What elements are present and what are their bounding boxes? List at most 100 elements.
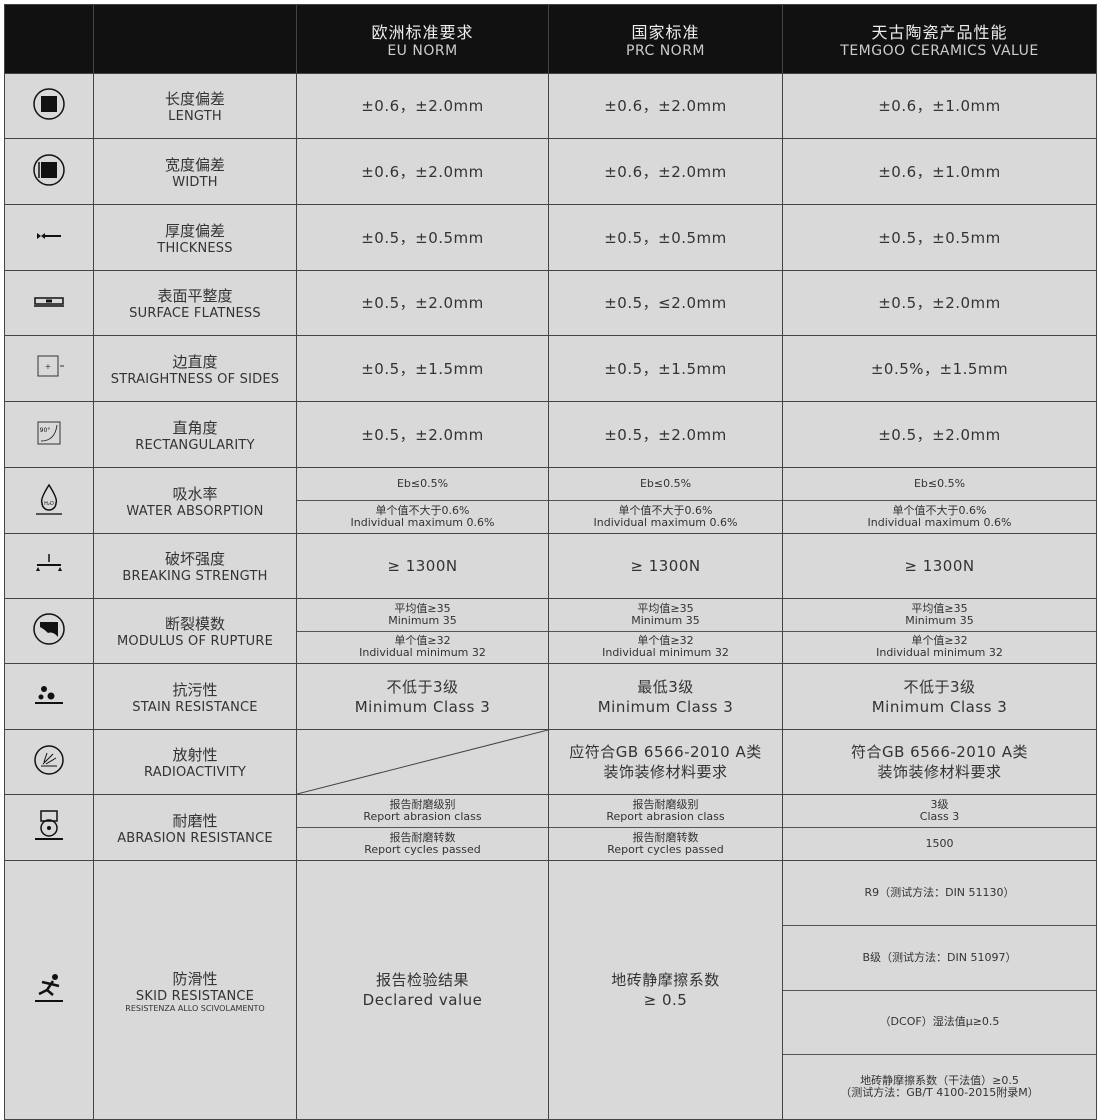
value-text: ±0.5，±1.5mm: [361, 359, 484, 378]
property-name-cell: 表面平整度 SURFACE FLATNESS: [93, 270, 297, 336]
row-icon-cell: [4, 794, 94, 861]
property-name-zh: 表面平整度: [157, 287, 233, 305]
temgoo-value-cell: ±0.6，±1.0mm: [782, 73, 1097, 139]
value-text: ±0.5%，±1.5mm: [870, 359, 1009, 378]
property-name-en: ABRASION RESISTANCE: [117, 830, 273, 846]
prc-value-cell: 地砖静摩擦系数 ≥ 0.5: [548, 860, 783, 1120]
property-name-cell: 宽度偏差 WIDTH: [93, 138, 297, 205]
prc-value-cell: ±0.5，±2.0mm: [548, 401, 783, 468]
temgoo-value-cell: ≥ 1300N: [782, 533, 1097, 599]
value-subcell: Eb≤0.5%: [783, 468, 1096, 500]
property-name-cell: 断裂模数 MODULUS OF RUPTURE: [93, 598, 297, 664]
value-subcell: ±0.6，±2.0mm: [549, 139, 782, 204]
value-text: Individual minimum 32: [602, 646, 729, 660]
value-text: Individual maximum 0.6%: [867, 516, 1012, 529]
table-row: 90° 直角度 RECTANGULARITY ±0.5，±2.0mm ±0.5，±2.0…: [4, 401, 1097, 468]
value-group: ±0.5，±2.0mm: [297, 402, 548, 467]
value-text: （DCOF）湿法值μ≥0.5: [879, 1015, 1000, 1029]
eu-value-cell: 不低于3级 Minimum Class 3: [296, 663, 549, 730]
value-text: ±0.5，±1.5mm: [604, 359, 727, 378]
svg-text:H₂O: H₂O: [44, 501, 54, 507]
header-temgoo-value: 天古陶瓷产品性能 TEMGOO CERAMICS VALUE: [782, 4, 1097, 74]
temgoo-value-cell: ±0.5，±2.0mm: [782, 401, 1097, 468]
property-name-zh: 直角度: [172, 418, 218, 437]
value-group: ≥ 1300N: [783, 534, 1096, 598]
value-group: 地砖静摩擦系数 ≥ 0.5: [549, 861, 782, 1119]
value-text: 不低于3级: [386, 677, 459, 696]
stain-icon: [29, 685, 69, 719]
value-subcell: ±0.6，±2.0mm: [297, 74, 548, 138]
value-group: 不低于3级 Minimum Class 3: [783, 664, 1096, 729]
ceramic-spec-table: 欧洲标准要求 EU NORM 国家标准 PRC NORM 天古陶瓷产品性能 TEMGO…: [4, 4, 1097, 1120]
value-group: 报告耐磨级别 Report abrasion class 报告耐磨转数 Report …: [549, 795, 782, 860]
value-group: ±0.5，±1.5mm: [297, 336, 548, 401]
value-text: 1500: [925, 837, 954, 850]
value-group: 平均值≥35 Minimum 35 单个值≥32 Individual minimum…: [297, 599, 548, 663]
value-text: ±0.6，±1.0mm: [878, 97, 1001, 115]
temgoo-value-cell: 符合GB 6566-2010 A类 装饰装修材料要求: [782, 729, 1097, 795]
value-group: ±0.5，±2.0mm: [549, 402, 782, 467]
value-subcell: 平均值≥35 Minimum 35: [783, 599, 1096, 631]
property-name-en: WIDTH: [172, 174, 218, 190]
table-row: H₂O 吸水率 WATER ABSORPTION Eb≤0.5% 单个值不大于0.6% I…: [4, 467, 1097, 534]
value-text: Minimum Class 3: [871, 697, 1008, 716]
eu-value-cell: Eb≤0.5% 单个值不大于0.6% Individual maximum 0.6%: [296, 467, 549, 534]
value-group: ±0.6，±2.0mm: [549, 74, 782, 138]
value-subcell: ±0.5，±0.5mm: [549, 205, 782, 270]
row-icon-cell: [4, 270, 94, 336]
value-subcell: 单个值不大于0.6% Individual maximum 0.6%: [549, 500, 782, 533]
value-group: Eb≤0.5% 单个值不大于0.6% Individual maximum 0.6%: [783, 468, 1096, 533]
value-text: ±0.5，±0.5mm: [604, 228, 727, 247]
property-name-en: STAIN RESISTANCE: [132, 699, 258, 715]
property-name-cell: 破坏强度 BREAKING STRENGTH: [93, 533, 297, 599]
svg-text:90°: 90°: [40, 427, 51, 434]
value-subcell: R9（测试方法：DIN 51130）: [783, 861, 1096, 925]
value-text: Eb≤0.5%: [913, 477, 966, 490]
eu-value-cell: 平均值≥35 Minimum 35 单个值≥32 Individual minimum…: [296, 598, 549, 664]
value-text: 平均值≥35: [394, 601, 451, 615]
temgoo-value-cell: 平均值≥35 Minimum 35 单个值≥32 Individual minimum…: [782, 598, 1097, 664]
value-text: （测试方法：GB/T 4100-2015附录M）: [840, 1086, 1039, 1100]
value-subcell: 单个值≥32 Individual minimum 32: [783, 630, 1096, 664]
property-name-zh: 长度偏差: [164, 90, 225, 108]
value-subcell: ±0.5，≤2.0mm: [549, 271, 782, 335]
row-icon-cell: [4, 729, 94, 795]
value-group: ±0.5，≤2.0mm: [549, 271, 782, 335]
value-group: 报告检验结果 Declared value: [297, 861, 548, 1119]
value-subcell: 不低于3级 Minimum Class 3: [297, 664, 548, 729]
prc-value-cell: 应符合GB 6566-2010 A类 装饰装修材料要求: [548, 729, 783, 795]
property-name-en: STRAIGHTNESS OF SIDES: [110, 371, 280, 387]
prc-value-cell: Eb≤0.5% 单个值不大于0.6% Individual maximum 0.6%: [548, 467, 783, 534]
value-text: Class 3: [919, 810, 960, 823]
level-icon: [29, 297, 69, 325]
value-text: Minimum 35: [905, 613, 974, 627]
value-subcell: ±0.5，±2.0mm: [297, 402, 548, 467]
value-text: R9（测试方法：DIN 51130）: [864, 885, 1015, 899]
row-icon-cell: [4, 860, 94, 1120]
thickness-icon: [29, 232, 69, 260]
value-text: ±0.5，±2.0mm: [361, 294, 484, 312]
eu-value-cell: ±0.5，±2.0mm: [296, 401, 549, 468]
property-name-en: LENGTH: [168, 109, 222, 124]
value-subcell: 3级 Class 3: [783, 795, 1096, 827]
prc-value-cell: ±0.6，±2.0mm: [548, 73, 783, 139]
temgoo-value-cell: Eb≤0.5% 单个值不大于0.6% Individual maximum 0.6%: [782, 467, 1097, 534]
value-group: ±0.5，±2.0mm: [783, 402, 1096, 467]
value-text: 单个值不大于0.6%: [375, 504, 470, 517]
value-subcell: 平均值≥35 Minimum 35: [297, 599, 548, 631]
property-name-cell: 吸水率 WATER ABSORPTION: [93, 467, 297, 534]
value-text: 符合GB 6566-2010 A类: [851, 743, 1028, 761]
value-subcell: Eb≤0.5%: [297, 468, 548, 500]
table-row: 破坏强度 BREAKING STRENGTH ≥ 1300N ≥ 1300N ≥ 130…: [4, 533, 1097, 599]
value-text: ±0.5，±2.0mm: [361, 425, 484, 444]
value-subcell: 1500: [783, 827, 1096, 860]
value-text: ±0.6，±1.0mm: [878, 162, 1001, 181]
property-name-en: THICKNESS: [157, 240, 233, 256]
table-row: 放射性 RADIOACTIVITY 应符合GB 6566-2010 A类 装饰装修材料…: [4, 729, 1097, 795]
row-icon-cell: +: [4, 335, 94, 402]
value-text: ±0.5，±2.0mm: [878, 294, 1001, 312]
value-group: Eb≤0.5% 单个值不大于0.6% Individual maximum 0.6%: [549, 468, 782, 533]
value-subcell: Eb≤0.5%: [549, 468, 782, 500]
value-text: Declared value: [362, 991, 483, 1009]
